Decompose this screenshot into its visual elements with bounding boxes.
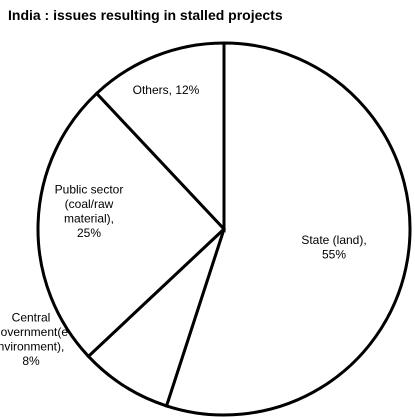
slice-label: Others, 12% (133, 83, 200, 97)
slice-label-line: nvironment), (0, 339, 64, 353)
pie-slice (36, 91, 227, 359)
slice-label-line: Central (12, 310, 51, 324)
slice-label-line: Others, 12% (133, 83, 200, 97)
slice-label-line: material), (64, 211, 114, 225)
slice-label-line: 55% (322, 247, 346, 261)
slice-label-line: (coal/raw (65, 197, 114, 211)
pie-slice (86, 227, 226, 408)
slice-label-line: State (land), (301, 233, 366, 247)
pie-slice (164, 41, 412, 417)
slice-label: Public sector (coal/raw material), 25% (55, 182, 124, 240)
slice-label-line: Public sector (55, 182, 124, 196)
chart-title: India : issues resulting in stalled proj… (8, 7, 283, 23)
slice-label-line: 8% (22, 354, 40, 368)
pie-slice (94, 41, 226, 233)
slice-label-line: government(e (0, 325, 68, 339)
slice-label: Central government(e nvironment), 8% (0, 310, 68, 368)
slice-label-line: 25% (77, 226, 101, 240)
slice-label: State (land), 55% (301, 233, 366, 261)
